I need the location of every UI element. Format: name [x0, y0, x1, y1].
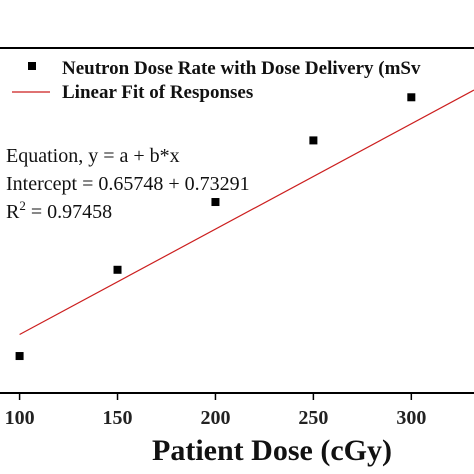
linear-fit-line [19, 89, 474, 336]
legend-fit-label: Linear Fit of Responses [62, 82, 253, 103]
x-tick-label-300: 300 [396, 407, 426, 429]
r-squared-value: = 0.97458 [26, 201, 112, 223]
legend-marker-square [28, 62, 36, 70]
data-point-100 [15, 352, 24, 361]
equation-text: Equation, y = a + b*x [6, 145, 180, 167]
x-tick-label-150: 150 [103, 407, 133, 429]
data-point-250 [309, 136, 318, 145]
legend-series-label: Neutron Dose Rate with Dose Delivery (mS… [62, 58, 421, 79]
x-ticks: 100 150 200 250 300 [5, 393, 426, 429]
data-point-150 [113, 265, 122, 274]
legend: Neutron Dose Rate with Dose Delivery (mS… [12, 58, 421, 103]
r-squared-exponent: 2 [19, 198, 26, 213]
x-axis-label: Patient Dose (cGy) [152, 434, 392, 467]
x-tick-label-100: 100 [5, 407, 35, 429]
data-point-200 [211, 198, 220, 207]
fit-annotations: Equation, y = a + b*x Intercept = 0.6574… [6, 145, 250, 223]
intercept-text: Intercept = 0.65748 + 0.73291 [6, 173, 250, 195]
x-tick-label-250: 250 [298, 407, 328, 429]
r-squared-symbol: R [6, 201, 20, 223]
r-squared-text: R2 = 0.97458 [6, 198, 112, 223]
fit-layer [19, 89, 474, 336]
data-point-300 [407, 93, 416, 102]
data-points [15, 93, 416, 361]
x-tick-label-200: 200 [200, 407, 230, 429]
